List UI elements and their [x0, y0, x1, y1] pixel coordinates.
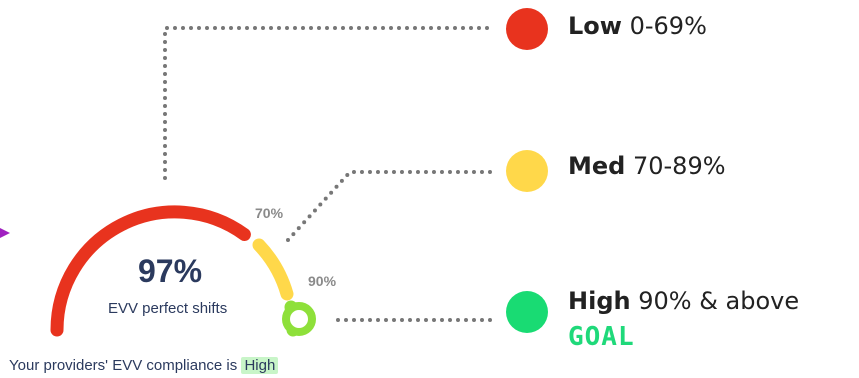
legend-low-name: Low: [568, 12, 622, 40]
legend-item-high: High 90% & above: [568, 287, 799, 315]
legend-dot-med: [506, 150, 548, 192]
compliance-summary: Your providers' EVV compliance is High: [9, 357, 279, 374]
legend-dot-low: [506, 8, 548, 50]
legend-item-low: Low 0-69%: [568, 12, 707, 40]
compliance-summary-text: Your providers' EVV compliance is: [9, 357, 238, 374]
legend-low-range: 0-69%: [629, 12, 707, 40]
gauge-value-marker: [282, 302, 316, 336]
gauge-caption: EVV perfect shifts: [108, 300, 228, 317]
gauge-arc-med: [252, 238, 294, 301]
legend-dot-high: [506, 291, 548, 333]
legend-high-range: 90% & above: [638, 287, 800, 315]
legend-high-goal: GOAL: [568, 322, 635, 352]
gauge-value: 97%: [138, 253, 203, 289]
connector-med: [286, 170, 494, 242]
gauge-tick-90: 90%: [308, 273, 337, 289]
gauge-tick-70: 70%: [255, 205, 284, 221]
compliance-level-badge: High: [241, 357, 279, 374]
legend-med-range: 70-89%: [632, 152, 726, 180]
left-arrow-icon: [0, 228, 10, 238]
legend-item-med: Med 70-89%: [568, 152, 726, 180]
legend-high-name: High: [568, 287, 631, 315]
gauge-arc-low: [50, 205, 251, 337]
connector-low: [163, 26, 494, 180]
legend-med-name: Med: [568, 152, 626, 180]
